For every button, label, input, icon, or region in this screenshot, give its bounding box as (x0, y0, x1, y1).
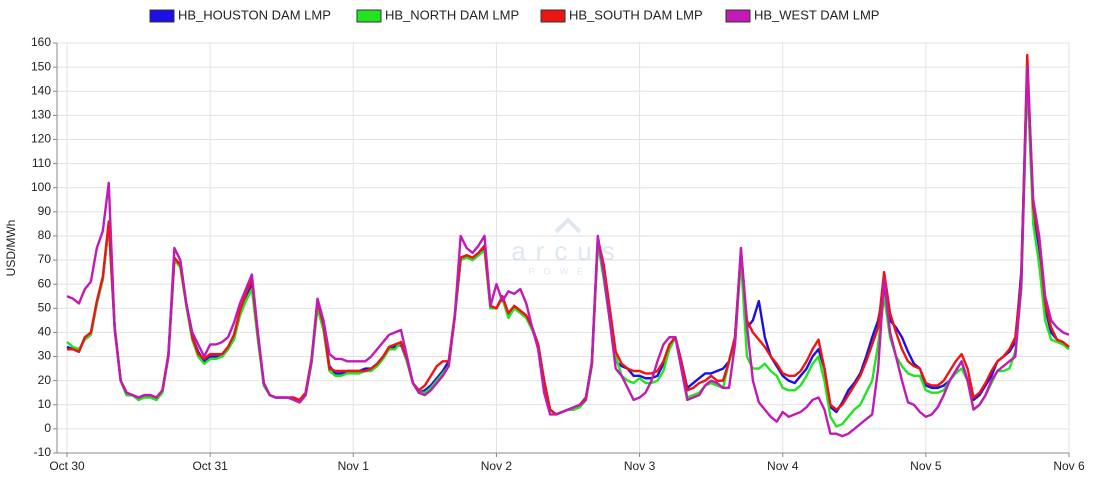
y-tick-label: 160 (31, 35, 51, 49)
y-tick-label: 60 (38, 276, 52, 290)
legend-label: HB_NORTH DAM LMP (385, 7, 519, 22)
y-tick-label: 110 (32, 156, 51, 170)
x-tick-label: Nov 4 (767, 459, 799, 473)
y-tick-label: 40 (38, 325, 52, 339)
y-axis-label: USD/MWh (4, 220, 18, 277)
y-tick-label: 0 (44, 421, 51, 435)
legend-swatch (356, 9, 382, 23)
y-tick-label: 130 (31, 108, 51, 122)
y-tick-label: 70 (38, 252, 52, 266)
y-tick-label: 30 (38, 349, 52, 363)
y-tick-label: 150 (31, 59, 51, 73)
y-tick-label: 140 (31, 83, 51, 97)
legend-swatch (149, 9, 175, 23)
legend-swatch (540, 9, 566, 23)
legend-label: HB_WEST DAM LMP (754, 7, 879, 22)
legend-label: HB_SOUTH DAM LMP (569, 7, 703, 22)
legend-label: HB_HOUSTON DAM LMP (178, 7, 331, 22)
y-tick-label: 80 (38, 228, 52, 242)
series-line (66, 65, 1070, 438)
y-tick-label: 90 (38, 204, 52, 218)
watermark-text: arcus (511, 236, 625, 266)
y-tick-label: 20 (38, 373, 52, 387)
y-tick-label: -10 (34, 445, 52, 459)
watermark-subtext: POWER (528, 266, 607, 276)
x-tick-label: Oct 31 (192, 459, 228, 473)
watermark-icon (554, 217, 582, 234)
x-tick-label: Nov 2 (481, 459, 513, 473)
x-tick-label: Nov 6 (1053, 459, 1085, 473)
y-tick-label: 50 (38, 300, 52, 314)
x-tick-label: Nov 5 (910, 459, 942, 473)
x-tick-label: Oct 30 (49, 459, 85, 473)
x-tick-label: Nov 1 (338, 459, 370, 473)
y-tick-label: 10 (38, 397, 52, 411)
x-tick-label: Nov 3 (624, 459, 656, 473)
legend-swatch (725, 9, 751, 23)
grid: -10 0 10 20 30 40 50 60 70 80 90 100 110 120 130 140 150… (31, 35, 1085, 473)
lines (66, 53, 1070, 438)
y-tick-label: 100 (31, 180, 51, 194)
y-tick-label: 120 (31, 132, 51, 146)
legend: HB_HOUSTON DAM LMP HB_NORTH DAM LMP HB_SOU… (149, 7, 879, 23)
